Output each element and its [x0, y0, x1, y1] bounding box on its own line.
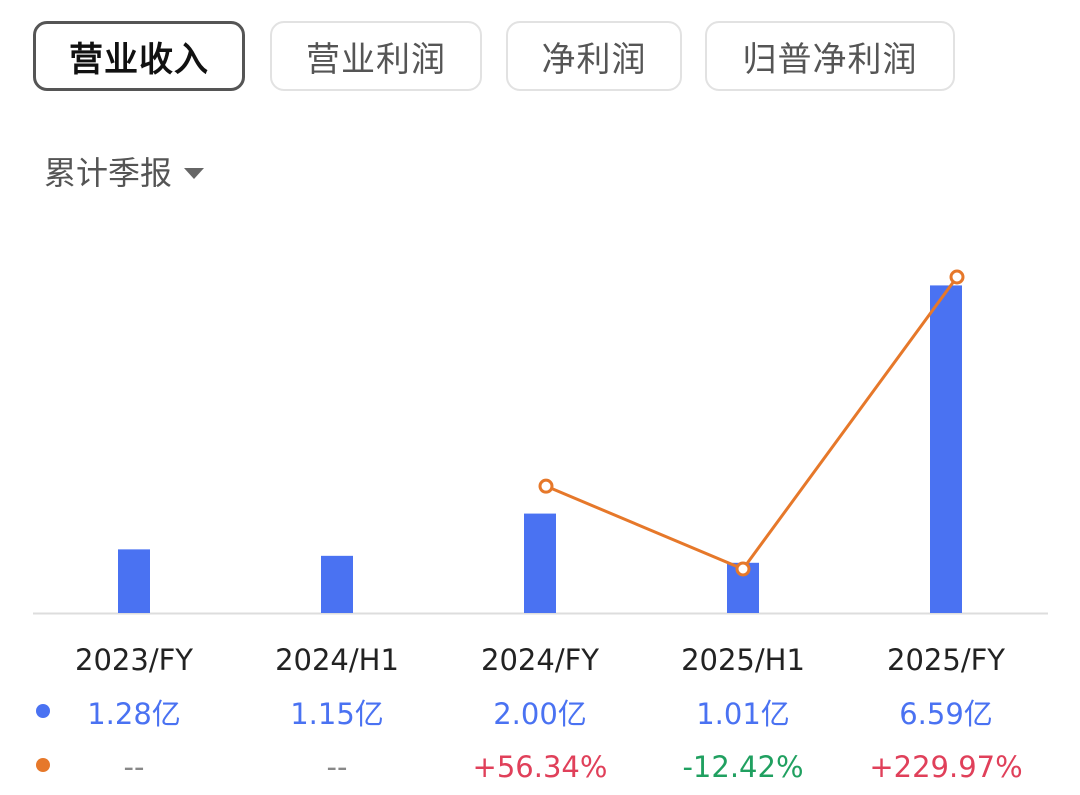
- x-tick-label: 2023/FY: [75, 643, 193, 677]
- growth-point: [735, 561, 751, 577]
- bar-2023-FY: [118, 549, 150, 613]
- line-series-legend-dot: [36, 758, 50, 772]
- x-tick-label: 2024/H1: [275, 643, 399, 677]
- x-tick-label: 2025/FY: [887, 643, 1005, 677]
- growth-value-label: +229.97%: [869, 750, 1022, 784]
- period-selector-label: 累计季报: [44, 154, 173, 192]
- growth-point: [538, 478, 554, 494]
- tab-revenue[interactable]: 营业收入: [33, 21, 245, 91]
- bar-series-legend-dot: [36, 704, 50, 718]
- bar-value-label: 1.01亿: [696, 697, 790, 731]
- tab-operating-profit[interactable]: 营业利润: [270, 21, 482, 91]
- x-tick-label: 2024/FY: [481, 643, 599, 677]
- growth-value-label: -12.42%: [682, 750, 803, 784]
- bar-value-label: 6.59亿: [899, 697, 993, 731]
- growth-line: [545, 276, 959, 571]
- bar-2024-H1: [321, 555, 353, 613]
- period-selector[interactable]: 累计季报: [44, 148, 205, 194]
- tab-net-profit[interactable]: 净利润: [506, 21, 682, 91]
- bar-value-label: 2.00亿: [493, 697, 587, 731]
- growth-point: [949, 269, 965, 285]
- bar-2024-FY: [524, 513, 556, 613]
- caret-down-icon: [184, 167, 205, 179]
- x-tick-label: 2025/H1: [681, 643, 805, 677]
- bar-value-label: 1.15亿: [290, 697, 384, 731]
- tab-attributable-net-profit[interactable]: 归普净利润: [705, 21, 955, 91]
- growth-value-label: +56.34%: [473, 750, 608, 784]
- growth-value-label: --: [327, 750, 348, 784]
- bar-value-label: 1.28亿: [87, 697, 181, 731]
- bar-2025-FY: [930, 285, 962, 613]
- growth-value-label: --: [124, 750, 145, 784]
